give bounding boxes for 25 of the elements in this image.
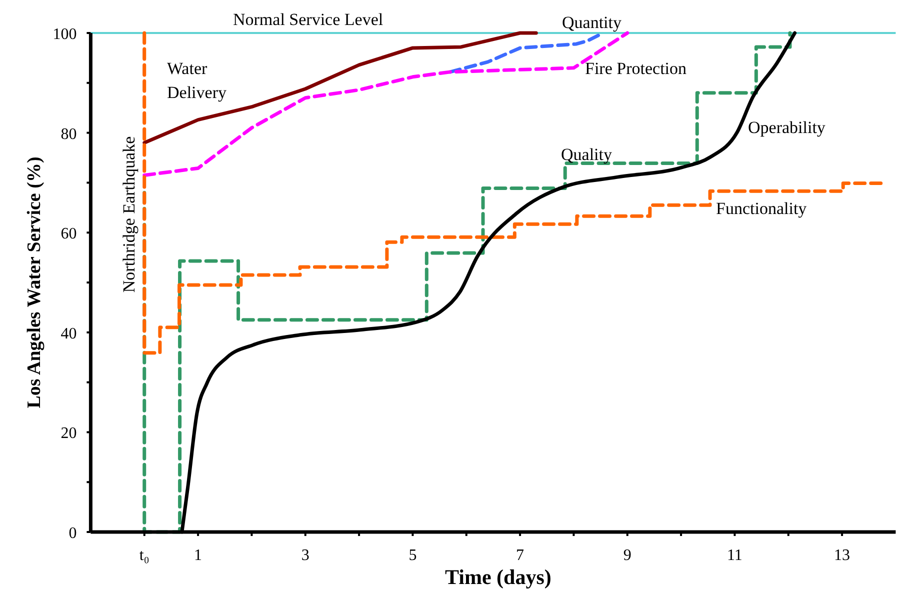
x-tick-label: 7 (516, 547, 524, 564)
ref-line-label: Normal Service Level (232, 10, 384, 29)
y-tick-label: 20 (60, 425, 77, 442)
x-tick-label: 3 (301, 547, 310, 564)
series-label: Quality (561, 145, 612, 164)
series-label: Functionality (716, 199, 808, 218)
y-tick-label: 40 (60, 325, 77, 342)
x-tick-label: t₀ (139, 547, 150, 564)
series-label: Water Delivery (167, 59, 227, 102)
y-tick-label: 60 (60, 226, 77, 243)
line-series (142, 31, 538, 145)
x-tick-label: 13 (834, 547, 850, 564)
y-axis-title: Los Angeles Water Service (%) (24, 156, 45, 408)
series-label: Operability (748, 118, 826, 137)
series-label: Fire Protection (585, 59, 688, 78)
y-tick-label: 80 (60, 126, 77, 143)
x-tick-label: 5 (408, 547, 417, 564)
x-axis-title: Time (days) (445, 565, 552, 589)
x-tick-label: 11 (726, 547, 742, 564)
y-tick-label: 100 (52, 26, 77, 43)
x-tick-label: 9 (623, 547, 632, 564)
ref-line-label: Northridge Earthquake (119, 136, 138, 293)
y-tick-label: 0 (68, 525, 77, 542)
x-tick-label: 1 (194, 547, 202, 564)
series-label: Quantity (562, 13, 622, 32)
